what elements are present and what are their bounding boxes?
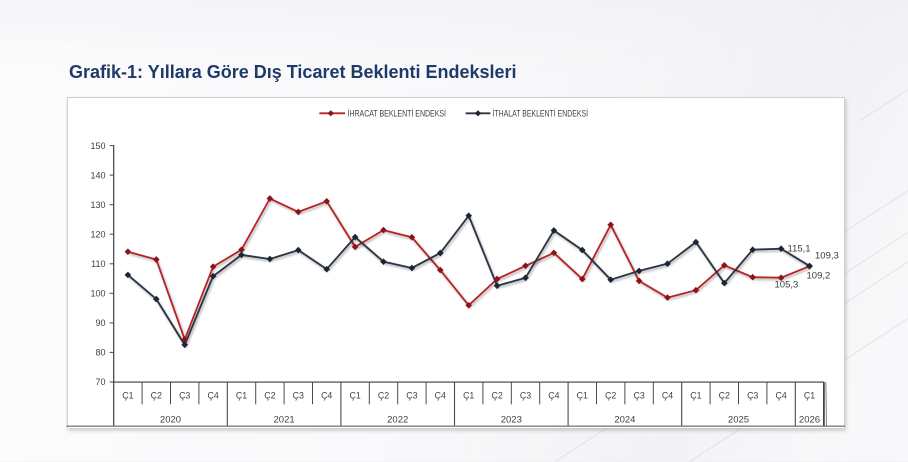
svg-text:Ç2: Ç2 [605,390,616,400]
svg-text:Ç1: Ç1 [349,390,360,400]
svg-text:Ç3: Ç3 [293,390,304,400]
svg-text:120: 120 [90,229,105,239]
svg-text:2020: 2020 [160,415,181,426]
svg-text:Ç1: Ç1 [463,390,474,400]
svg-text:Ç2: Ç2 [151,390,162,400]
svg-text:Ç2: Ç2 [378,390,389,400]
svg-text:Ç4: Ç4 [548,390,559,400]
svg-text:Ç3: Ç3 [179,390,190,400]
svg-text:İTHALAT BEKLENTİ ENDEKSİ: İTHALAT BEKLENTİ ENDEKSİ [493,109,589,119]
svg-text:115,1: 115,1 [788,243,811,254]
svg-text:140: 140 [90,170,105,180]
svg-text:70: 70 [95,377,105,387]
svg-text:Ç3: Ç3 [520,390,531,400]
svg-text:Ç1: Ç1 [236,390,247,400]
svg-text:109,2: 109,2 [807,271,831,282]
svg-text:150: 150 [90,141,105,151]
svg-text:Ç2: Ç2 [264,390,275,400]
svg-text:Ç1: Ç1 [577,390,588,400]
svg-text:2021: 2021 [274,415,295,426]
svg-text:Ç4: Ç4 [435,390,446,400]
svg-text:Ç4: Ç4 [207,390,218,400]
svg-text:2026: 2026 [799,415,820,426]
svg-text:105,3: 105,3 [775,279,799,290]
svg-text:2025: 2025 [728,415,749,426]
svg-text:Ç2: Ç2 [491,390,502,400]
svg-text:2024: 2024 [614,415,635,426]
svg-text:109,3: 109,3 [815,250,839,261]
svg-text:Ç4: Ç4 [775,390,786,400]
svg-text:İHRACAT BEKLENTİ ENDEKSİ: İHRACAT BEKLENTİ ENDEKSİ [348,109,447,119]
svg-text:Ç1: Ç1 [690,390,701,400]
svg-text:80: 80 [95,348,105,358]
svg-text:Ç4: Ç4 [321,390,332,400]
svg-text:Ç3: Ç3 [747,390,758,400]
svg-text:Ç4: Ç4 [662,390,673,400]
svg-text:130: 130 [90,200,105,210]
svg-text:Ç1: Ç1 [122,390,133,400]
svg-text:Ç3: Ç3 [633,390,644,400]
svg-text:Ç1: Ç1 [804,390,815,400]
svg-text:2023: 2023 [501,415,522,426]
svg-text:Ç2: Ç2 [719,390,730,400]
svg-text:110: 110 [91,259,105,269]
svg-text:Ç3: Ç3 [406,390,417,400]
svg-text:2022: 2022 [387,415,408,426]
svg-text:100: 100 [90,289,105,299]
svg-text:90: 90 [95,318,105,328]
